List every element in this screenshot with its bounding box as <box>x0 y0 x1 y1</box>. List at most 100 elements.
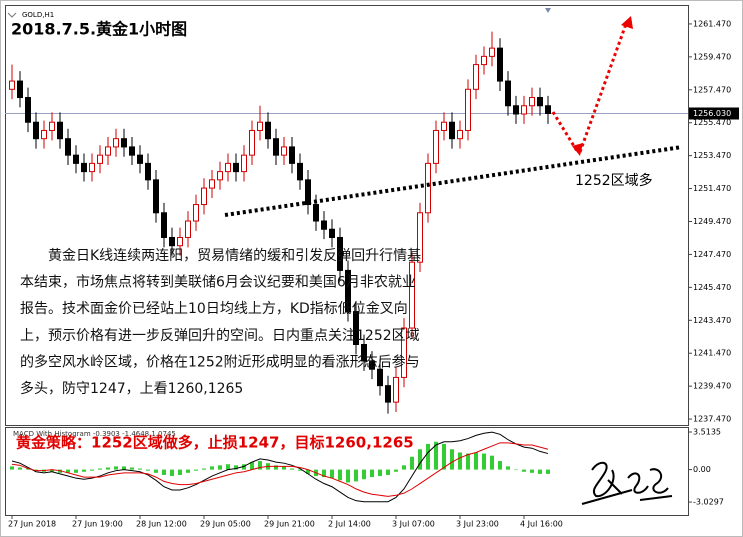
signal-line <box>11 442 549 497</box>
candle-body <box>25 97 31 123</box>
macd-histogram-bar <box>106 467 110 470</box>
chart-title: 2018.7.5.黄金1小时图 <box>11 20 187 39</box>
annotation-line: 上，预示价格有进一步反弹回升的空间。日内重点关注1252区域 <box>20 328 420 344</box>
candle-body <box>505 80 511 107</box>
macd-histogram-bar <box>490 455 494 470</box>
arrow-head <box>621 16 633 29</box>
macd-histogram-bar <box>90 469 94 471</box>
candle-body <box>121 138 127 148</box>
candle-body <box>65 138 71 156</box>
annotation-line: 的多空风水岭区域，价格在1252附近形成明显的看涨形态后参与 <box>20 353 420 370</box>
macd-histogram-bar <box>218 465 222 470</box>
plot-layer: 1261.470 1259.470 1257.470 1255.470 1253.470… <box>5 19 739 529</box>
trend-line <box>224 145 683 217</box>
y-tick-label: 1257.470 <box>693 85 731 94</box>
macd-histogram-bar <box>546 469 550 474</box>
candle-body <box>481 55 487 66</box>
candle-body <box>161 212 167 238</box>
candle-body <box>81 162 87 173</box>
macd-histogram-bar <box>522 469 526 472</box>
macd-histogram-bar <box>114 466 118 470</box>
macd-histogram-bar <box>186 469 190 473</box>
macd-histogram-bar <box>194 469 198 471</box>
macd-histogram-bar <box>466 453 470 470</box>
macd-histogram-bar <box>298 469 302 471</box>
macd-histogram-bar <box>10 466 14 470</box>
macd-histogram-bar <box>242 464 246 470</box>
candle-body <box>313 204 319 222</box>
candle-body <box>57 121 63 140</box>
macd-histogram-bar <box>306 469 310 474</box>
candle-body <box>409 261 415 329</box>
macd-histogram-bar <box>82 469 86 472</box>
macd-y-tick-label: 0.00 <box>693 465 711 474</box>
macd-histogram-bar <box>450 449 454 470</box>
arrow-down <box>551 111 579 152</box>
candle-body <box>129 146 135 156</box>
symbol-label: GOLD,H1 <box>22 11 54 19</box>
macd-histogram-bar <box>330 469 334 479</box>
macd-histogram-bar <box>354 469 358 482</box>
macd-histogram-bar <box>26 468 30 470</box>
x-tick-label: 3 Jul 23:00 <box>456 520 499 529</box>
y-tick-label: 1245.470 <box>693 283 731 292</box>
macd-histogram-bar <box>170 469 174 477</box>
macd-histogram-bar <box>434 441 438 470</box>
macd-histogram-bar <box>154 469 158 473</box>
candle-body <box>489 47 495 57</box>
candle-body <box>289 146 295 164</box>
macd-histogram-bar <box>402 465 406 470</box>
x-tick-label: 28 Jun 12:00 <box>136 520 187 529</box>
candle-body <box>89 162 95 173</box>
candle-body <box>377 368 383 387</box>
y-tick-label: 1241.470 <box>693 349 731 358</box>
candle-body <box>49 121 55 131</box>
annotation-line: 本结束，市场焦点将转到美联储6月会议纪要和美国6月非农就业 <box>20 274 416 291</box>
macd-histogram-bar <box>258 461 262 470</box>
x-tick-label: 29 Jun 21:00 <box>264 520 315 529</box>
macd-histogram-bar <box>178 469 182 475</box>
candle-body <box>529 97 535 107</box>
candle-body <box>393 376 399 403</box>
candle-body <box>297 162 303 181</box>
candle-body <box>369 360 375 370</box>
candle-body <box>9 80 15 90</box>
candle-body <box>257 121 263 131</box>
macd-histogram-bar <box>66 469 70 473</box>
candle-body <box>265 121 271 140</box>
candle-body <box>337 236 343 271</box>
macd-histogram-bar <box>74 469 78 473</box>
candle-body <box>433 129 439 164</box>
candle-body <box>441 121 447 131</box>
macd-histogram-bar <box>362 469 366 480</box>
candle-body <box>105 146 111 156</box>
candle-body <box>217 171 223 181</box>
macd-histogram-bar <box>34 469 38 471</box>
candle-body <box>345 269 351 313</box>
candle-body <box>401 327 407 378</box>
symbol-icon <box>7 12 17 18</box>
candle-body <box>361 343 367 362</box>
macd-histogram-bar <box>346 469 350 483</box>
candle-body <box>185 220 191 238</box>
macd-y-tick-label: -3.0297 <box>693 498 724 507</box>
macd-histogram-bar <box>458 452 462 470</box>
macd-histogram-bar <box>122 466 126 470</box>
candle-body <box>209 179 215 189</box>
candle-body <box>113 138 119 148</box>
candle-body <box>457 129 463 140</box>
macd-histogram-bar <box>410 456 414 470</box>
macd-histogram-bar <box>506 466 510 470</box>
macd-histogram-bar <box>282 466 286 470</box>
candle-body <box>17 80 23 99</box>
macd-histogram-bar <box>274 465 278 470</box>
macd-histogram-bar <box>442 443 446 470</box>
annotation-note: 1252区域多 <box>575 172 653 189</box>
x-tick-label: 3 Jul 07:00 <box>392 520 435 529</box>
macd-histogram-bar <box>18 467 22 470</box>
candle-body <box>153 179 159 214</box>
candle-body <box>249 129 255 156</box>
candle-body <box>417 212 423 263</box>
candle-body <box>513 105 519 115</box>
macd-histogram-bar <box>378 469 382 477</box>
